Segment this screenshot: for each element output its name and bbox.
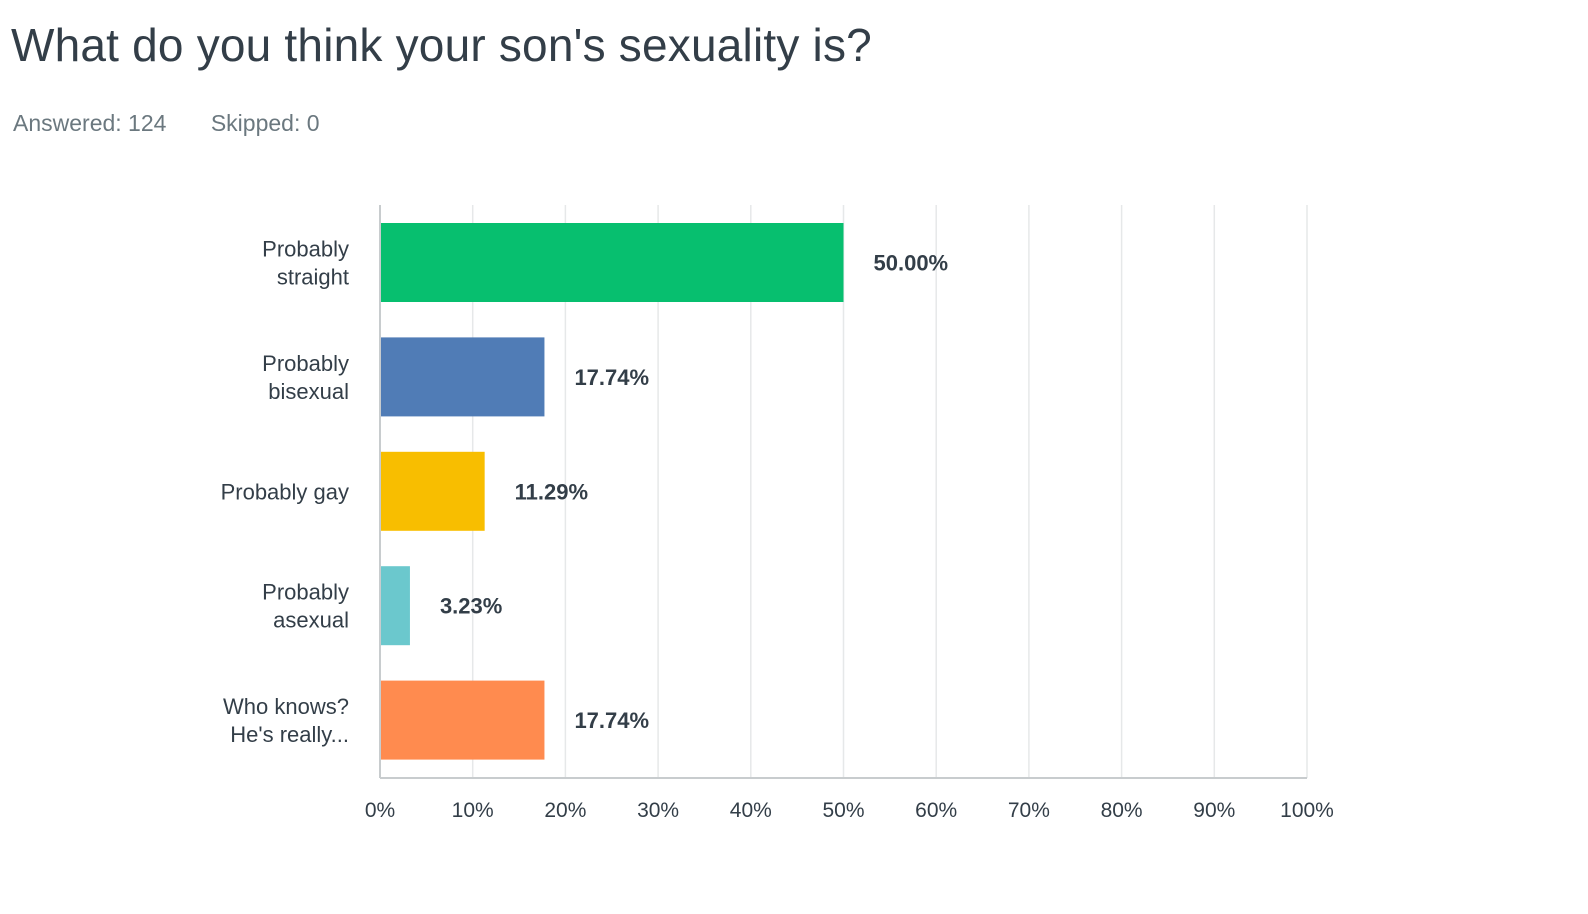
category-label: Probably gay — [221, 479, 349, 504]
x-tick-label: 90% — [1193, 799, 1235, 822]
category-label: asexual — [273, 608, 349, 633]
x-tick-label: 10% — [452, 799, 494, 822]
axes — [379, 205, 1307, 779]
bar — [380, 337, 545, 417]
x-tick-label: 70% — [1008, 799, 1050, 822]
x-tick-label: 40% — [730, 799, 772, 822]
bars — [380, 223, 844, 760]
x-tick-label: 30% — [637, 799, 679, 822]
labels: 0% 10% 20% 30% 40% 50% 60% 70% 80% 90% 100% 50.00% P… — [221, 237, 1334, 823]
category-label: Who knows? — [223, 694, 349, 719]
x-tick-label: 80% — [1101, 799, 1143, 822]
x-tick-label: 60% — [915, 799, 957, 822]
x-tick-label: 20% — [544, 799, 586, 822]
x-tick-label: 100% — [1280, 799, 1334, 822]
x-tick-label: 0% — [365, 799, 395, 822]
value-label: 11.29% — [515, 479, 588, 504]
skipped-count: Skipped: 0 — [210, 110, 320, 136]
category-label: bisexual — [268, 379, 349, 404]
bar — [380, 451, 485, 531]
response-stats: Answered: 124 Skipped: 0 — [13, 110, 320, 137]
category-label: Probably — [262, 237, 349, 262]
value-label: 50.00% — [874, 251, 949, 276]
category-label: straight — [277, 265, 349, 290]
x-tick-label: 50% — [822, 799, 864, 822]
category-label: Probably — [262, 351, 349, 376]
bar — [380, 223, 844, 302]
question-title: What do you think your son's sexuality i… — [11, 19, 872, 71]
bar — [380, 566, 410, 646]
value-label: 3.23% — [440, 594, 502, 619]
value-label: 17.74% — [574, 365, 649, 390]
category-label: He's really... — [230, 722, 349, 747]
bar — [380, 680, 545, 760]
answered-count: Answered: 124 — [13, 110, 167, 136]
value-label: 17.74% — [574, 708, 649, 733]
category-label: Probably — [262, 580, 349, 605]
